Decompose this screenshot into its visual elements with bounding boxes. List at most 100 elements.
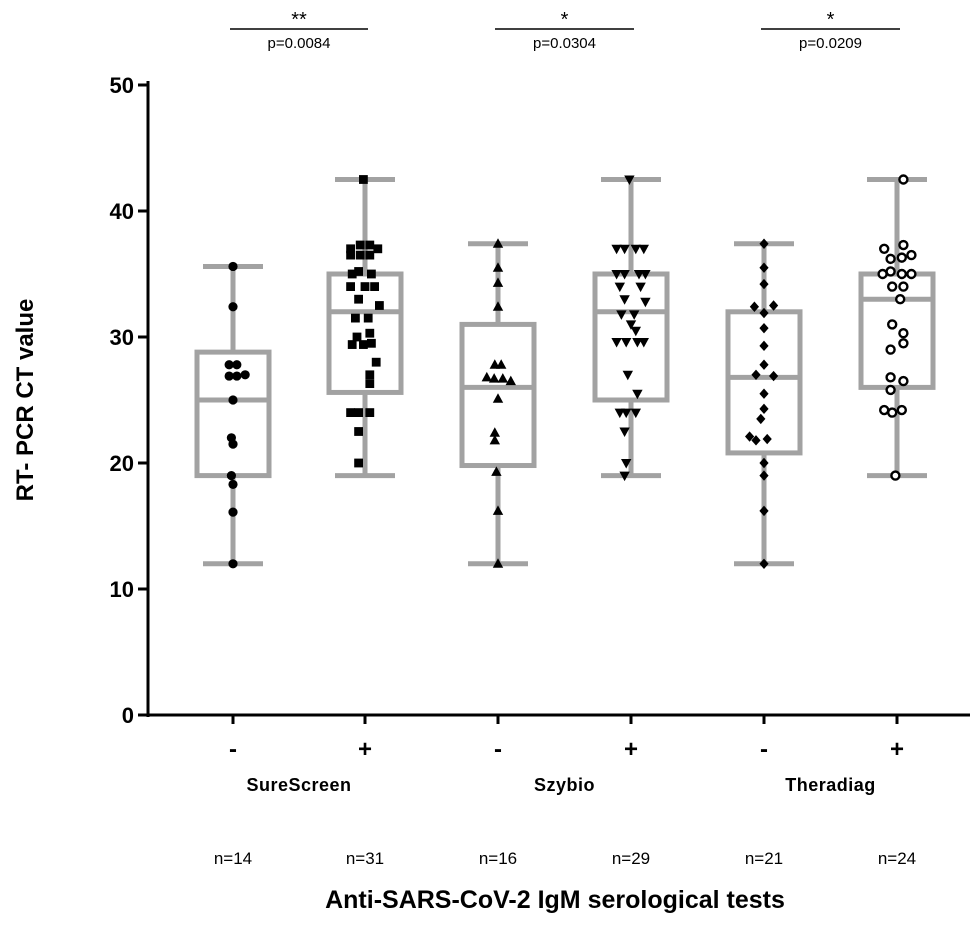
data-point: [749, 301, 759, 312]
data-point: [887, 407, 898, 418]
data-point: [346, 250, 355, 260]
data-point: [355, 250, 365, 260]
data-point: [745, 431, 755, 442]
box-iqr: [194, 349, 272, 479]
data-point: [640, 270, 651, 280]
data-point: [762, 433, 772, 445]
data-point: [759, 470, 769, 481]
data-point: [759, 340, 769, 352]
data-point: [619, 295, 630, 305]
data-point: [622, 370, 633, 381]
data-point: [635, 282, 646, 293]
data-point: [756, 413, 766, 425]
data-point: [640, 297, 651, 308]
data-point: [354, 458, 363, 468]
data-point: [621, 408, 632, 419]
data-point: [759, 238, 769, 249]
data-point: [885, 253, 896, 265]
data-point: [354, 427, 363, 436]
data-point: [759, 505, 769, 517]
data-point: [895, 294, 906, 305]
group-sign-label: +: [624, 736, 638, 763]
data-point: [224, 371, 234, 381]
data-point: [759, 322, 769, 334]
data-point: [354, 408, 363, 417]
test-name-label: Szybio: [534, 775, 595, 795]
box-iqr: [459, 321, 537, 469]
data-point: [611, 338, 622, 348]
data-point: [887, 281, 898, 292]
data-point: [355, 240, 365, 250]
data-point: [365, 408, 375, 417]
data-point: [365, 379, 375, 389]
data-point: [619, 471, 630, 482]
data-point: [354, 294, 363, 304]
data-point: [489, 434, 500, 445]
data-point: [370, 282, 379, 291]
test-name-label: SureScreen: [246, 775, 351, 795]
data-point: [896, 252, 907, 263]
data-point: [492, 301, 504, 311]
data-point: [885, 372, 896, 383]
data-point: [354, 267, 363, 276]
data-point: [489, 427, 500, 437]
data-point: [488, 373, 500, 383]
axes: 0 10 20 30 40 50: [110, 73, 970, 728]
box-iqr: [592, 271, 670, 403]
data-point: [898, 338, 909, 349]
data-point: [898, 328, 909, 339]
box-layer: [194, 177, 936, 567]
data-point: [346, 282, 355, 291]
data-point: [232, 371, 242, 381]
category-labels: -n=14+n=31SureScreen-n=16+n=29Szybio-n=2…: [214, 736, 916, 868]
data-point: [885, 344, 896, 355]
significance-stars: **: [291, 9, 307, 31]
data-point: [365, 328, 375, 338]
data-point: [638, 244, 649, 255]
data-point: [890, 470, 901, 481]
data-point: [228, 479, 238, 490]
data-point: [630, 408, 641, 419]
data-point: [630, 244, 641, 255]
data-point: [621, 459, 632, 469]
data-point: [363, 313, 373, 323]
data-point: [885, 266, 896, 277]
data-point: [759, 278, 769, 290]
data-point: [481, 371, 492, 382]
data-point: [751, 369, 761, 380]
y-tick-label: 20: [110, 451, 134, 476]
data-point: [365, 250, 375, 260]
data-points-layer: [224, 174, 917, 569]
data-point: [360, 282, 370, 291]
data-point: [351, 313, 360, 323]
data-point: [879, 243, 890, 255]
data-point: [226, 471, 236, 481]
data-point: [759, 262, 769, 273]
data-point: [346, 244, 355, 254]
data-point: [224, 360, 234, 370]
data-point: [759, 558, 769, 569]
data-point: [619, 244, 630, 255]
data-point: [896, 404, 907, 416]
data-point: [492, 262, 504, 272]
data-point: [492, 558, 504, 568]
y-tick-label: 40: [110, 199, 134, 224]
data-point: [491, 466, 502, 476]
data-point: [496, 359, 507, 369]
significance-stars: *: [827, 9, 835, 31]
data-point: [228, 559, 238, 569]
data-point: [759, 307, 769, 319]
data-point: [759, 403, 769, 415]
data-point: [624, 175, 635, 185]
data-point: [879, 404, 890, 416]
data-point: [898, 174, 909, 185]
data-point: [621, 338, 632, 348]
data-point: [769, 300, 779, 311]
significance-brackets: ** p=0.0084 * p=0.0304 * p=0.0209: [230, 9, 900, 52]
y-tick-label: 10: [110, 577, 134, 602]
data-point: [630, 326, 641, 337]
data-point: [611, 270, 622, 280]
sample-size-label: n=29: [612, 849, 650, 868]
significance-stars: *: [561, 9, 569, 31]
data-point: [352, 332, 362, 342]
